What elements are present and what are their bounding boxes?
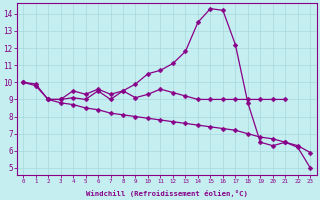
- X-axis label: Windchill (Refroidissement éolien,°C): Windchill (Refroidissement éolien,°C): [86, 190, 248, 197]
